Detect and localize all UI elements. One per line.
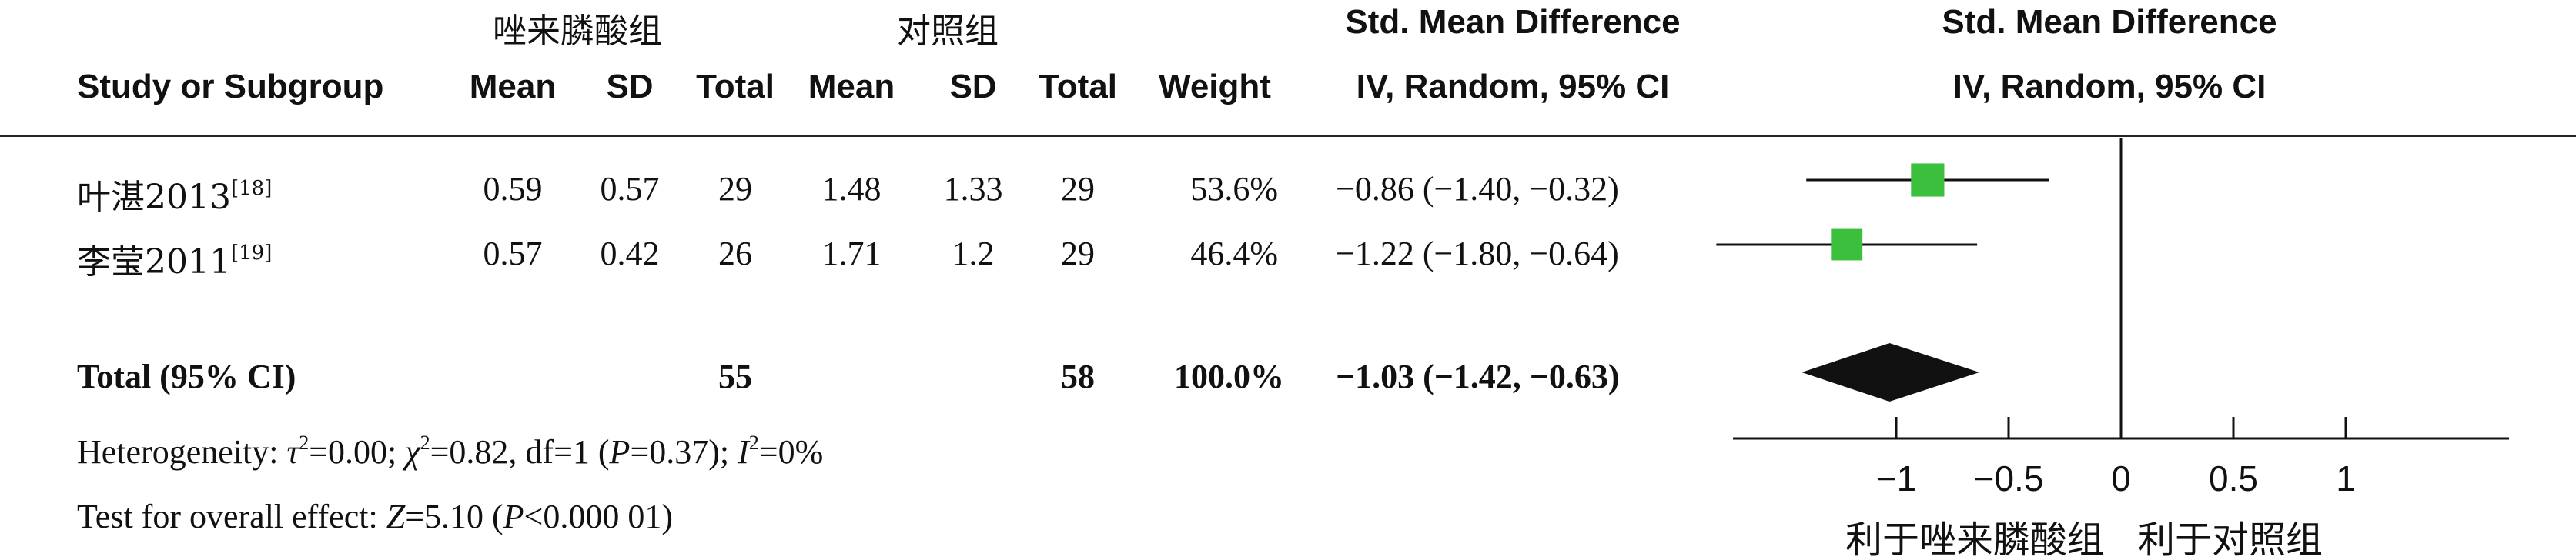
- study-total-c: 29: [1061, 235, 1095, 272]
- col-weight-header: Weight: [1159, 68, 1271, 105]
- x-axis-tick-label: −0.5: [1974, 458, 2044, 498]
- overall-effect-text: Test for overall effect: Z=5.10 (P<0.000…: [77, 498, 674, 535]
- study-mean-c: 1.71: [821, 235, 882, 272]
- header-rule: [0, 135, 2576, 137]
- heterogeneity-text: Heterogeneity: τ2=0.00; χ2=0.82, df=1 (P…: [77, 432, 824, 472]
- study-point-marker: [1831, 228, 1863, 261]
- study-total-e: 29: [718, 170, 752, 208]
- smd-title: Std. Mean Difference: [1345, 3, 1681, 41]
- pooled-diamond: [1802, 343, 1980, 402]
- study-sd-c: 1.33: [943, 170, 1003, 208]
- favours-left-label: 利于唑来膦酸组: [1845, 518, 2104, 560]
- plot-method-header: IV, Random, 95% CI: [1952, 68, 2267, 105]
- x-axis-tick-label: 0.5: [2209, 458, 2258, 498]
- col-mean-e-header: Mean: [469, 68, 557, 105]
- study-name: 李莹2011[19]: [77, 242, 273, 282]
- study-sd-c: 1.2: [952, 235, 995, 272]
- study-sd-e: 0.57: [600, 170, 660, 208]
- x-axis-tick-label: 0: [2111, 458, 2131, 498]
- study-total-e: 26: [718, 235, 752, 272]
- group-experimental-title: 唑来膦酸组: [493, 12, 662, 51]
- study-sd-e: 0.42: [600, 235, 660, 272]
- group-control-title: 对照组: [897, 12, 999, 51]
- study-ci-text: −0.86 (−1.40, −0.32): [1336, 170, 1619, 208]
- col-sd-e-header: SD: [606, 68, 654, 105]
- total-label: Total (95% CI): [77, 358, 296, 395]
- study-mean-e: 0.57: [483, 235, 543, 272]
- plot-title: Std. Mean Difference: [1942, 3, 2277, 41]
- total-weight: 100.0%: [1174, 358, 1284, 395]
- col-sd-c-header: SD: [949, 68, 997, 105]
- study-weight: 46.4%: [1190, 235, 1278, 272]
- study-name: 叶湛2013[18]: [77, 177, 273, 217]
- study-point-marker: [1911, 163, 1945, 197]
- col-mean-c-header: Mean: [808, 68, 895, 105]
- col-total-c-header: Total: [1039, 68, 1117, 105]
- total-ci-text: −1.03 (−1.42, −0.63): [1336, 358, 1620, 395]
- study-total-c: 29: [1061, 170, 1095, 208]
- x-axis-tick-label: 1: [2336, 458, 2356, 498]
- study-weight: 53.6%: [1190, 170, 1278, 208]
- col-study-header: Study or Subgroup: [77, 68, 384, 105]
- study-ci-text: −1.22 (−1.80, −0.64): [1336, 235, 1619, 272]
- col-total-e-header: Total: [696, 68, 774, 105]
- smd-method-header: IV, Random, 95% CI: [1356, 68, 1670, 105]
- x-axis-tick-label: −1: [1876, 458, 1916, 498]
- study-mean-c: 1.48: [821, 170, 882, 208]
- total-n-e: 55: [718, 358, 752, 395]
- favours-right-label: 利于对照组: [2138, 518, 2323, 560]
- study-mean-e: 0.59: [483, 170, 543, 208]
- total-n-c: 58: [1061, 358, 1095, 395]
